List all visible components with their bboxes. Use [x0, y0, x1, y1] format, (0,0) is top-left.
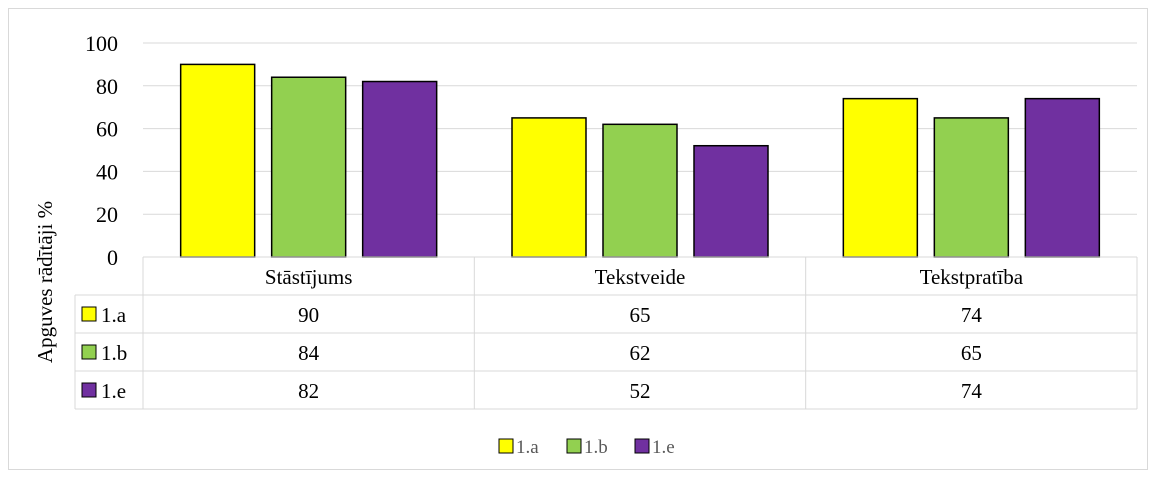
bar [933, 117, 1010, 258]
table-legend-key [81, 306, 97, 322]
legend-label: 1.b [584, 437, 608, 458]
y-axis-title: Apguves rādītāji % [33, 201, 57, 363]
legend-label: 1.a [516, 437, 539, 458]
y-tick-label: 60 [96, 117, 118, 142]
y-tick-label: 0 [107, 245, 118, 270]
data-label: 65 [961, 341, 982, 365]
bar [602, 123, 678, 258]
data-label: 74 [961, 303, 983, 327]
bar [1024, 97, 1101, 258]
chart-frame [8, 8, 1148, 470]
table-series-name: 1.a [101, 303, 127, 327]
data-label: 82 [298, 379, 319, 403]
table-series-name: 1.b [101, 341, 127, 365]
y-tick-label: 100 [85, 31, 118, 56]
legend-swatch [498, 438, 514, 454]
data-label: 52 [630, 379, 651, 403]
legend-swatch [566, 438, 582, 454]
bar [361, 80, 438, 258]
data-label: 74 [961, 379, 983, 403]
bar [270, 76, 347, 258]
y-tick-label: 20 [96, 202, 118, 227]
table-legend-key [81, 382, 97, 398]
category-label: Stāstījums [265, 265, 353, 289]
bar [179, 63, 256, 258]
y-tick-label: 80 [96, 74, 118, 99]
table-series-name: 1.e [101, 379, 126, 403]
data-label: 65 [630, 303, 651, 327]
data-label: 90 [298, 303, 319, 327]
category-label: Tekstveide [595, 265, 686, 289]
bar [842, 97, 919, 258]
data-label: 62 [630, 341, 651, 365]
bar [511, 117, 587, 258]
y-tick-label: 40 [96, 159, 118, 184]
table-legend-key [81, 344, 97, 360]
bar [693, 144, 769, 258]
category-label: Tekstpratība [920, 265, 1024, 289]
legend-swatch [634, 438, 650, 454]
data-label: 84 [298, 341, 320, 365]
legend-label: 1.e [652, 437, 675, 458]
